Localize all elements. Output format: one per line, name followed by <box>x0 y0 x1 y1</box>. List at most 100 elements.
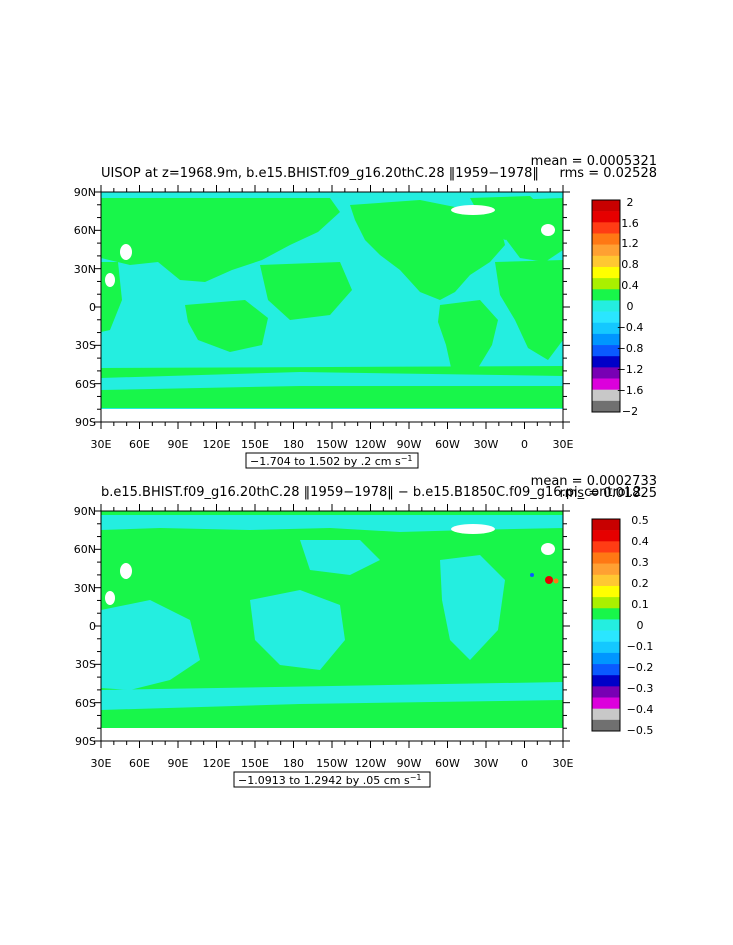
colorbar-box <box>592 389 620 402</box>
panel-1-colorbar-label: −1.6 <box>617 384 644 397</box>
panel-2-missing-hudson <box>120 563 132 579</box>
panel-1-missing-south <box>101 409 563 422</box>
panel-1-land-africa <box>495 260 563 360</box>
panel-2-ocean-north <box>101 515 563 532</box>
colorbar-box <box>592 697 620 709</box>
panel-1-lon-ticks-top <box>100 185 564 192</box>
panel-1-lon-label: 180 <box>283 438 304 451</box>
panel-1-lon-label: 120E <box>203 438 231 451</box>
panel-1-colorbar-label: 2 <box>627 196 634 209</box>
panel-2-lat-label: 60N <box>74 543 96 556</box>
panel-1-colorbar-label: −0.8 <box>617 342 644 355</box>
panel-2-range-text: −1.0913 to 1.2942 by .05 cm s−1 <box>238 773 422 787</box>
panel-2-colorbar-label: −0.3 <box>627 682 654 695</box>
panel-2-map <box>100 510 564 742</box>
panel-1-title: UISOP at z=1968.9m, b.e15.BHIST.f09_g16.… <box>101 166 539 181</box>
colorbar-box <box>592 356 620 368</box>
colorbar-box <box>592 630 620 643</box>
colorbar-box <box>592 574 620 587</box>
colorbar-box <box>592 222 620 234</box>
panel-1-lat-label: 0 <box>89 301 96 314</box>
panel-1-land-europe <box>505 198 563 262</box>
panel-1-lat-ticks-left <box>94 191 101 423</box>
panel-1-stat-mean: mean = 0.0005321 <box>531 154 657 169</box>
panel-1-lat-ticks-right <box>563 191 570 423</box>
panel-2-lat-label: 0 <box>89 620 96 633</box>
panel-1-range-main: −1.704 to 1.502 by .2 cm s <box>250 455 401 468</box>
panel-2-lat-label: 30N <box>74 582 96 595</box>
panel-2-range-exp: −1 <box>410 773 422 782</box>
colorbar-box <box>592 266 620 279</box>
panel-1-map <box>100 191 564 423</box>
colorbar-box <box>592 719 620 732</box>
colorbar-box <box>592 541 620 553</box>
colorbar-box <box>592 200 620 212</box>
panel-1-range-exp: −1 <box>401 454 413 463</box>
panel-2-lat-label: 90N <box>74 505 96 518</box>
panel-2-colorbar-label: 0 <box>637 619 644 632</box>
panel-2-stat-rms: rms = 0.01825 <box>560 486 657 501</box>
panel-2-range-note: −1.0913 to 1.2942 by .05 cm s−1 <box>233 771 431 788</box>
panel-2-ocean-north-pacific <box>300 540 380 575</box>
panel-2-lat-ticks-right <box>563 510 570 742</box>
colorbar-box <box>592 664 620 676</box>
panel-1-missing-caspian <box>541 224 555 236</box>
colorbar-box <box>592 233 620 245</box>
colorbar-box <box>592 641 620 654</box>
colorbar-box <box>592 552 620 564</box>
panel-2-axes: 90N 60N 30N 0 30S 60S 90S 30E 60E 90E 12… <box>74 504 574 770</box>
panel-2-missing-lakes <box>105 591 115 605</box>
panel-1-lon-label: 90E <box>168 438 189 451</box>
panel-1-land-north-america <box>350 200 505 300</box>
panel-1-lat-label: 90N <box>74 186 96 199</box>
colorbar-box <box>592 708 620 721</box>
panel-2-colorbar-label: 0.1 <box>631 598 649 611</box>
panel-1-range-box <box>245 452 419 469</box>
panel-2-lon-label: 180 <box>283 757 304 770</box>
panel-1-axes: 90N 60N 30N 0 30S 60S 90S 30E 60E 90E 12… <box>74 185 574 451</box>
colorbar-box <box>592 378 620 390</box>
panel-1-lon-label: 60W <box>435 438 460 451</box>
panel-1-colorbar-label: 0.8 <box>621 258 639 271</box>
panel-2-lon-label: 60W <box>435 757 460 770</box>
colorbar-frame <box>591 518 621 732</box>
panel-1-lon-ticks-bottom <box>100 422 564 429</box>
panel-2-colorbar-label: 0.3 <box>631 556 649 569</box>
colorbar-box <box>592 367 620 379</box>
panel-2-stat-mean: mean = 0.0002733 <box>531 474 657 489</box>
panel-1-missing-hudson <box>120 244 132 260</box>
panel-2-colorbar-label: −0.2 <box>627 661 654 674</box>
colorbar-box <box>592 608 620 620</box>
panel-2-lon-label: 30W <box>474 757 499 770</box>
panel-2-lon-label: 60E <box>129 757 150 770</box>
panel-1-lat-label: 30N <box>74 263 96 276</box>
colorbar-box <box>592 563 620 576</box>
colorbar-box <box>592 686 620 698</box>
panel-1-lon-label: 150W <box>316 438 348 451</box>
panel-1-lon-label: 150E <box>241 438 269 451</box>
panel-1-lat-label: 60S <box>75 378 96 391</box>
panel-2-hotspot <box>530 573 534 577</box>
panel-2-colorbar-label: −0.5 <box>627 724 654 737</box>
panel-1-missing-arctic <box>451 205 495 215</box>
panel-1-range-note: −1.704 to 1.502 by .2 cm s−1 <box>245 452 419 469</box>
panel-1-land-pacific <box>260 262 352 320</box>
colorbar-box <box>592 333 620 346</box>
panel-2-colorbar-label: −0.4 <box>627 703 654 716</box>
panel-2-lon-label: 120W <box>355 757 387 770</box>
panel-2-range-main: −1.0913 to 1.2942 by .05 cm s <box>238 774 410 787</box>
colorbar-box <box>592 278 620 290</box>
panel-2-lon-label: 90W <box>397 757 422 770</box>
panel-2-colorbar: 0.5 0.4 0.3 0.2 0.1 0 −0.1 −0.2 −0.3 −0.… <box>591 514 654 737</box>
panel-2-title: b.e15.BHIST.f09_g16.20thC.28 ‖1959−1978‖… <box>101 485 642 500</box>
colorbar-box <box>592 400 620 413</box>
panel-2-lon-label: 90E <box>168 757 189 770</box>
panel-2-lon-ticks-top <box>100 504 564 511</box>
panel-2-lat-label: 90S <box>75 735 96 748</box>
panel-1-lon-label: 60E <box>129 438 150 451</box>
panel-1-lat-label: 60N <box>74 224 96 237</box>
panel-1-range-text: −1.704 to 1.502 by .2 cm s−1 <box>250 454 413 468</box>
panel-2-ocean-southern <box>101 682 563 710</box>
panel-2-lat-label: 60S <box>75 697 96 710</box>
